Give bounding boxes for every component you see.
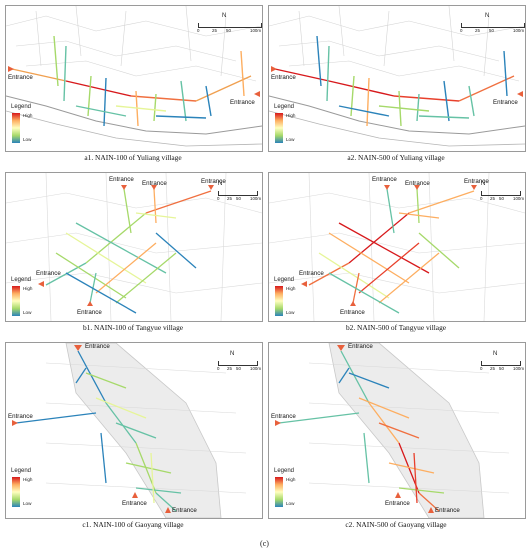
figure-label: (c) xyxy=(260,539,269,548)
legend-title: Legend xyxy=(11,104,32,110)
legend-high: High xyxy=(23,113,33,118)
legend: Legend High Low xyxy=(274,468,296,507)
legend-low: Low xyxy=(23,137,32,142)
legend-color-ramp xyxy=(12,113,20,143)
north-arrow-icon: N xyxy=(485,13,490,19)
map-b1 xyxy=(6,173,262,321)
entrance-label-left: Entrance xyxy=(8,74,33,81)
river-bank xyxy=(6,95,262,135)
scale-bar: N 0 25 50 100m xyxy=(460,13,525,33)
caption-b2: b2. NAIN-500 of Tangyue village xyxy=(345,323,447,332)
scale-bar: N 0 25 50 100m xyxy=(197,13,262,33)
entrance-label-left: Entrance xyxy=(271,74,296,81)
north-arrow-icon: N xyxy=(481,181,486,187)
caption-c1: c1. NAIN-100 of Gaoyang village xyxy=(82,520,184,529)
north-arrow-icon: N xyxy=(222,13,227,19)
north-arrow-icon: N xyxy=(218,181,223,187)
map-c2 xyxy=(275,343,510,518)
entrance-arrow-left xyxy=(8,66,14,72)
map-a1 xyxy=(6,6,262,147)
legend: Legend High Low xyxy=(11,104,51,146)
entrance-arrow-right xyxy=(254,91,260,97)
caption-a2: a2. NAIN-500 of Yuliang village xyxy=(347,153,445,162)
river-bank-lower xyxy=(6,110,262,147)
legend: Legend High Low xyxy=(274,104,296,143)
map-panel-b2: Entrance Entrance Entrance Entrance Entr… xyxy=(268,172,526,322)
map-panel-b1: Entrance Entrance Entrance Entrance Entr… xyxy=(5,172,263,322)
entrance-label-right: Entrance xyxy=(493,99,518,106)
caption-b1: b1. NAIN-100 of Tangyue village xyxy=(82,323,184,332)
map-panel-c1: Entrance Entrance Entrance Entrance Lege… xyxy=(5,342,263,519)
map-b2 xyxy=(269,173,525,321)
map-panel-a2: Entrance Entrance Legend High Low N 0 25… xyxy=(268,5,526,152)
scale-bar: N 0 25 50 100m xyxy=(217,351,261,371)
north-arrow-icon: N xyxy=(230,351,235,357)
map-panel-a1: Entrance Entrance Legend High Low N 0 25… xyxy=(5,5,263,152)
map-a2 xyxy=(269,6,525,147)
entrance-label-right: Entrance xyxy=(230,99,255,106)
map-panel-c2: Entrance Entrance Entrance Entrance Lege… xyxy=(268,342,526,519)
legend: Legend High Low xyxy=(11,277,33,316)
legend: Legend High Low xyxy=(11,468,33,507)
legend: Legend High Low xyxy=(274,277,296,316)
scale-bar: N 0 25 50 100m xyxy=(480,181,524,201)
axial-lines xyxy=(11,35,252,127)
map-c1 xyxy=(12,343,247,518)
caption-a1: a1. NAIN-100 of Yuliang village xyxy=(84,153,182,162)
scale-bar: N 0 25 50 100m xyxy=(217,181,261,201)
caption-c2: c2. NAIN-500 of Gaoyang village xyxy=(345,520,447,529)
scale-bar: N 0 25 50 100m xyxy=(480,351,524,371)
north-arrow-icon: N xyxy=(493,351,498,357)
